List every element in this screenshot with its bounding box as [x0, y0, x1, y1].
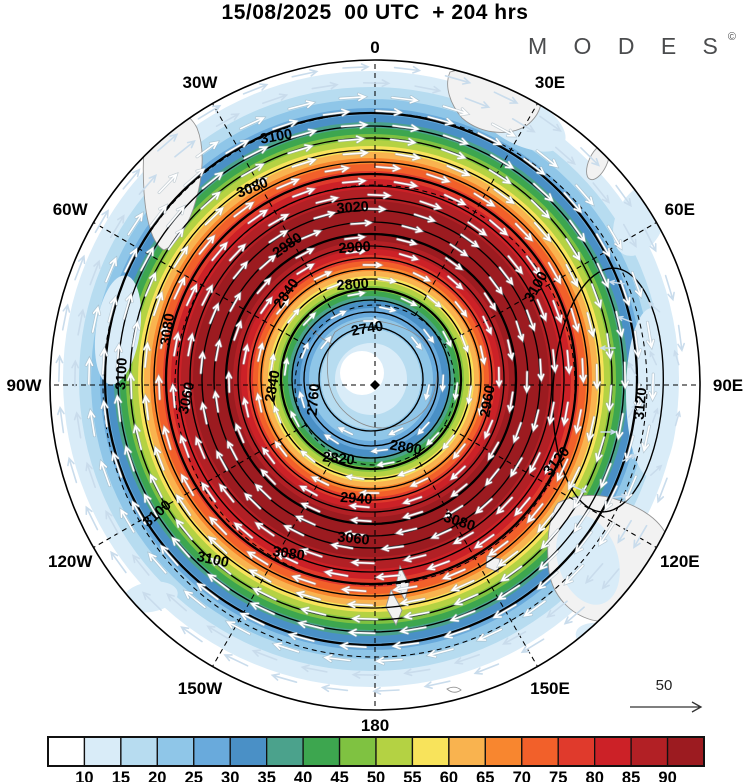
- colorbar-tick-85: 85: [622, 769, 640, 782]
- contour-label-3080: 3080: [158, 312, 178, 346]
- colorbar-tick-40: 40: [294, 769, 312, 782]
- contour-label-2960: 2960: [477, 384, 498, 419]
- colorbar-cell: [156, 736, 195, 767]
- contour-label-2800: 2800: [336, 276, 369, 294]
- colorbar-cell: [594, 736, 632, 767]
- contour-label-3100: 3100: [195, 549, 230, 571]
- contour-label-2800: 2800: [388, 437, 423, 458]
- colorbar-tick-75: 75: [549, 769, 567, 782]
- colorbar-cell: [630, 736, 669, 767]
- colorbar-cell: [338, 736, 377, 767]
- lon-label-150E: 150E: [530, 679, 570, 698]
- lon-label-120W: 120W: [48, 552, 93, 571]
- colorbar-tick-30: 30: [221, 769, 239, 782]
- copyright-mark: ©: [727, 31, 736, 43]
- contour-label-3020: 3020: [336, 199, 369, 217]
- colorbar-cell: [521, 736, 559, 767]
- reference-arrow-icon: [630, 701, 703, 713]
- colorbar-tick-60: 60: [440, 769, 458, 782]
- contour-label-2940: 2940: [340, 490, 373, 508]
- lon-label-30W: 30W: [183, 73, 219, 92]
- colorbar-cell: [411, 736, 450, 767]
- colorbar-tick-55: 55: [403, 769, 421, 782]
- colorbar-frame: [47, 736, 705, 767]
- contour-label-2740: 2740: [350, 318, 385, 339]
- reference-vector-label: 50: [656, 677, 673, 694]
- colorbar-cell: [229, 736, 268, 767]
- colorbar-tick-80: 80: [586, 769, 604, 782]
- lon-label-60E: 60E: [665, 200, 695, 219]
- lon-label-60W: 60W: [53, 200, 89, 219]
- map-boundary: [49, 59, 701, 711]
- contour-label-2820: 2820: [322, 449, 356, 468]
- colorbar-tick-50: 50: [367, 769, 385, 782]
- contour-label-3120: 3120: [632, 387, 651, 421]
- lon-label-150W: 150W: [178, 679, 223, 698]
- colorbar-cell: [448, 736, 486, 767]
- colorbar-cell: [484, 736, 523, 767]
- lon-label-90W: 90W: [7, 376, 43, 395]
- colorbar-cell: [375, 736, 414, 767]
- contour-label-2760: 2760: [305, 383, 324, 417]
- lon-label-180: 180: [361, 716, 389, 735]
- lon-label-120E: 120E: [660, 552, 700, 571]
- contour-label-3100: 3100: [259, 126, 294, 147]
- colorbar-tick-10: 10: [75, 769, 93, 782]
- longitude-labels: 0 30E 60E 90E 120E 150E 180 150W 120W 90W 60W 30W: [7, 38, 744, 735]
- map-area: [50, 60, 700, 710]
- colorbar-cell: [666, 736, 705, 767]
- colorbar-tick-25: 25: [185, 769, 203, 782]
- contour-label-2840: 2840: [262, 369, 283, 404]
- colorbar-cell: [83, 736, 122, 767]
- wind-arrows: [55, 63, 685, 695]
- colorbar-cell: [266, 736, 304, 767]
- page-title: 15/08/2025 00 UTC + 204 hrs: [221, 1, 529, 24]
- lon-label-90E: 90E: [713, 376, 743, 395]
- colorbar-tick-70: 70: [513, 769, 531, 782]
- contour-label-3080: 3080: [271, 544, 305, 564]
- colorbar-cell: [193, 736, 231, 767]
- colorbar-cell: [47, 736, 86, 767]
- colorbar-cell: [120, 736, 158, 767]
- modes-logo: M O D E S©: [528, 31, 736, 60]
- colorbar-tick-35: 35: [258, 769, 276, 782]
- small-island: [446, 686, 462, 693]
- colorbar-tick-90: 90: [658, 769, 676, 782]
- contour-label-3100: 3100: [113, 357, 131, 390]
- ridge-contour-3120: [552, 267, 664, 513]
- lon-label-0: 0: [370, 38, 379, 57]
- contour-label-3060: 3060: [176, 381, 198, 416]
- lon-label-30E: 30E: [535, 73, 565, 92]
- colorbar-tick-45: 45: [330, 769, 348, 782]
- colorbar-cell: [302, 736, 341, 767]
- colorbar: 10 15 20 25 30 35 40 45 50 55 60 65 70 75 80 85 90: [47, 736, 705, 782]
- reference-vector: 50: [630, 677, 703, 713]
- contour-label-2900: 2900: [338, 239, 371, 257]
- pole-marker: [370, 380, 380, 390]
- contour-label-3060: 3060: [337, 529, 371, 548]
- colorbar-cell: [557, 736, 596, 767]
- colorbar-tick-15: 15: [112, 769, 130, 782]
- colorbar-tick-20: 20: [148, 769, 166, 782]
- modes-logo-text: M O D E S: [527, 33, 728, 59]
- colorbar-tick-65: 65: [476, 769, 494, 782]
